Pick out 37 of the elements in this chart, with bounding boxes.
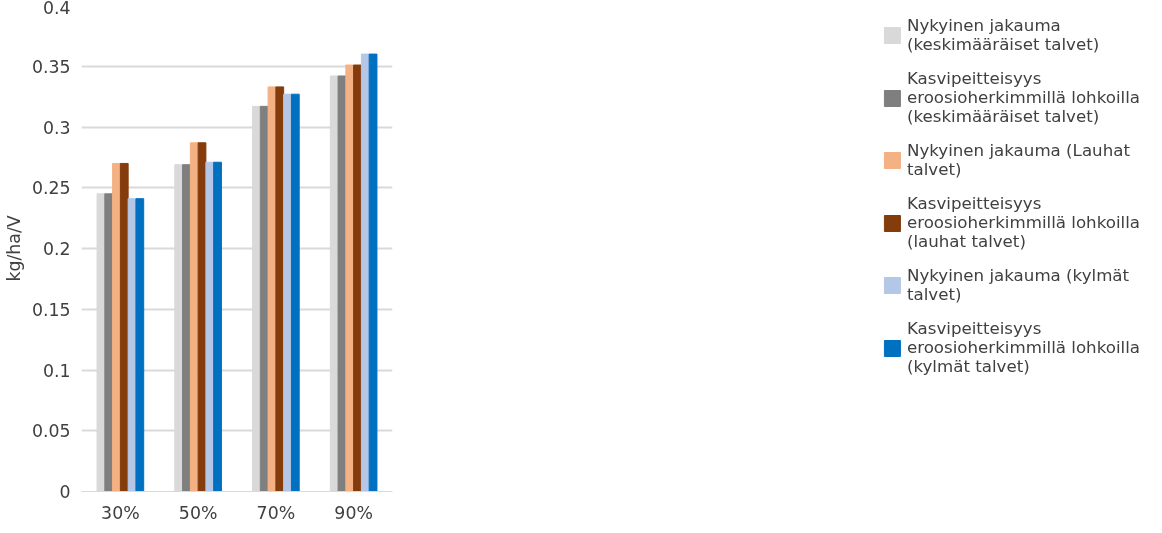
y-tick-label: 0 [59, 482, 71, 502]
y-tick-label: 0.05 [31, 421, 71, 442]
bar [275, 86, 285, 492]
bar [182, 164, 191, 492]
bar [267, 86, 277, 492]
bar [283, 93, 292, 492]
legend-label: Kasvipeitteisyys eroosioherkimmillä lohkoilla (lauhat talvet) [906, 194, 1140, 251]
y-tick-label: 0.4 [42, 0, 71, 18]
y-tick-label: 0.35 [31, 56, 71, 77]
bar [290, 93, 300, 492]
legend-label: Nykyinen jakauma (keskimääräiset talvet) [906, 15, 1100, 55]
y-tick-label: 0.15 [31, 299, 71, 320]
bar [353, 64, 362, 492]
y-axis-title: kg/ha/V [3, 215, 24, 282]
y-tick-label: 0.3 [42, 117, 71, 138]
x-tick-label: 90% [334, 502, 373, 523]
x-tick-label: 70% [256, 502, 296, 523]
x-tick-label: 50% [178, 502, 218, 523]
y-tick-label: 0.25 [31, 178, 71, 199]
x-tick-label: 30% [101, 502, 140, 523]
bar [360, 53, 370, 492]
bar [197, 142, 207, 492]
y-tick-label: 0.1 [42, 360, 71, 381]
bar [112, 162, 121, 492]
bar [205, 161, 215, 492]
bar [213, 161, 222, 492]
bar [104, 193, 114, 492]
y-tick-label: 0.2 [42, 239, 71, 259]
legend-label: Kasvipeitteisyys eroosioherkimmillä lohkoilla (keskimääräiset talvet) [906, 69, 1140, 126]
bar [135, 198, 145, 492]
bar [119, 162, 129, 492]
bar [368, 53, 378, 492]
bar [345, 64, 355, 492]
legend-label: Nykyinen jakauma (kylmät talvet) [906, 265, 1130, 305]
legend-label: Kasvipeitteisyys eroosioherkimmillä lohkoilla (kylmät talvet) [906, 319, 1140, 376]
legend-label: Nykyinen jakauma (Lauhat talvet) [906, 140, 1130, 180]
bar [337, 75, 347, 492]
